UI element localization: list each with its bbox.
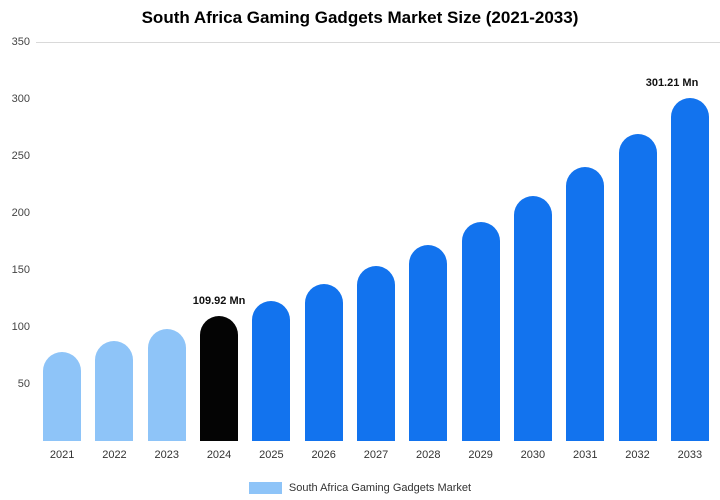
y-tick-label: 150 — [11, 264, 30, 276]
bar-2030 — [513, 195, 552, 441]
x-axis-label: 2022 — [102, 449, 127, 461]
bar-2022 — [95, 340, 134, 441]
bar-2027 — [357, 265, 395, 441]
x-axis-label: 2027 — [363, 449, 389, 461]
bar-2032 — [618, 134, 657, 441]
legend-swatch — [248, 482, 282, 494]
legend: South Africa Gaming Gadgets Market — [0, 482, 720, 494]
bar-2021 — [43, 351, 82, 441]
bar-2023 — [147, 328, 186, 441]
x-axis-label: 2028 — [416, 449, 441, 461]
bar-2026 — [304, 284, 343, 441]
y-tick-label: 100 — [11, 321, 30, 333]
bar-value-label: 301.21 Mn — [645, 76, 699, 89]
x-axis-label: 2021 — [49, 449, 75, 461]
bar-2033 — [670, 97, 709, 441]
y-tick-label: 50 — [17, 378, 30, 390]
y-tick-label: 250 — [11, 150, 30, 162]
y-tick-label: 300 — [11, 93, 30, 105]
x-axis-label: 2025 — [259, 449, 284, 461]
x-axis-label: 2026 — [311, 449, 336, 461]
x-axis-label: 2031 — [572, 449, 598, 461]
bar-2031 — [566, 166, 605, 441]
bar-2029 — [461, 221, 500, 441]
bar-2028 — [409, 244, 448, 441]
x-axis-label: 2032 — [625, 449, 650, 461]
x-axis-label: 2033 — [677, 449, 703, 461]
gridline-top — [36, 42, 720, 43]
chart-title: South Africa Gaming Gadgets Market Size … — [141, 8, 579, 27]
bar-2024 — [200, 315, 239, 441]
x-axis-label: 2029 — [468, 449, 493, 461]
bar-2025 — [252, 300, 291, 441]
legend-label: South Africa Gaming Gadgets Market — [288, 482, 472, 494]
x-axis-label: 2024 — [206, 449, 232, 461]
bar-value-label: 109.92 Mn — [192, 294, 246, 307]
x-axis-label: 2030 — [520, 449, 546, 461]
x-axis-label: 2023 — [154, 449, 179, 461]
y-tick-label: 200 — [11, 207, 30, 219]
y-tick-label: 350 — [11, 36, 30, 48]
